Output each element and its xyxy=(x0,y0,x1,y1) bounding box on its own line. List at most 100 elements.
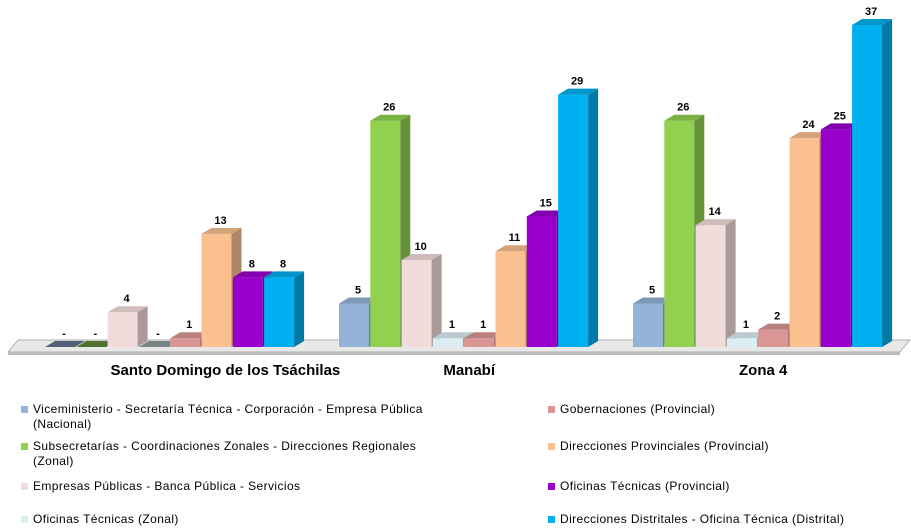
value-label: 1 xyxy=(186,319,192,331)
bar-top xyxy=(401,253,442,260)
bar-side xyxy=(882,19,893,347)
bar-side xyxy=(725,219,736,347)
bar-top xyxy=(432,332,473,339)
bar-front xyxy=(464,338,495,347)
legend-swatch xyxy=(548,483,555,490)
bar-front xyxy=(339,303,369,347)
category-label: Manabí xyxy=(443,362,496,379)
bar-front xyxy=(695,225,726,347)
bar-front xyxy=(633,303,663,347)
legend: Viceministerio - Secretaría Técnica - Co… xyxy=(0,400,911,528)
value-label: - xyxy=(156,328,160,340)
bar-front xyxy=(495,251,526,347)
legend-item: Oficinas Técnicas (Zonal) xyxy=(21,512,433,527)
bar-front xyxy=(726,338,757,347)
bar-top xyxy=(138,341,179,347)
legend-item: Direcciones Provinciales (Provincial) xyxy=(548,439,900,454)
value-label: - xyxy=(62,328,66,340)
legend-item: Subsecretarías - Coordinaciones Zonales … xyxy=(21,439,433,469)
legend-swatch xyxy=(548,516,555,523)
legend-label: Subsecretarías - Coordinaciones Zonales … xyxy=(33,439,417,468)
bar-top xyxy=(695,219,736,226)
bar-top xyxy=(264,271,305,278)
bar-top xyxy=(107,306,148,313)
value-label: 1 xyxy=(743,319,749,331)
bar-top xyxy=(339,297,379,304)
bar-front xyxy=(789,138,820,347)
value-label: 11 xyxy=(509,232,521,244)
bar xyxy=(107,306,148,347)
bar xyxy=(264,271,305,347)
bar-top xyxy=(464,332,505,339)
legend-swatch xyxy=(548,406,555,413)
bar-top xyxy=(852,19,893,25)
bar-front xyxy=(401,259,432,347)
bar xyxy=(45,341,85,347)
value-label: 5 xyxy=(649,284,655,296)
bar-top xyxy=(633,297,673,304)
legend-swatch xyxy=(548,443,555,450)
value-label: 2 xyxy=(774,311,780,323)
legend-swatch xyxy=(21,406,28,413)
legend-item: Direcciones Distritales - Oficina Técnic… xyxy=(548,512,900,527)
legend-label: Oficinas Técnicas (Provincial) xyxy=(560,479,730,493)
bar-top xyxy=(526,210,567,217)
bar-front xyxy=(758,329,789,347)
bar-front xyxy=(432,338,463,347)
legend-swatch xyxy=(21,483,28,490)
legend-label: Direcciones Provinciales (Provincial) xyxy=(560,439,769,453)
legend-label: Oficinas Técnicas (Zonal) xyxy=(33,512,179,526)
bar-top xyxy=(726,332,767,339)
bar-front xyxy=(526,216,557,347)
value-label: 29 xyxy=(571,76,583,88)
value-label: 1 xyxy=(449,319,455,331)
value-label: 5 xyxy=(355,284,361,296)
value-label: 10 xyxy=(414,241,426,253)
legend-item: Oficinas Técnicas (Provincial) xyxy=(548,479,900,494)
bar-front xyxy=(820,129,851,347)
value-label: 24 xyxy=(802,119,815,131)
legend-label: Gobernaciones (Provincial) xyxy=(560,402,716,416)
bar-front xyxy=(232,277,263,347)
bar xyxy=(76,341,117,347)
bar-top xyxy=(232,271,273,278)
value-label: 8 xyxy=(280,258,286,270)
bar xyxy=(558,88,599,348)
bar-top xyxy=(820,123,861,130)
value-label: 4 xyxy=(124,293,131,305)
bar-top xyxy=(201,227,242,234)
value-label: - xyxy=(93,328,97,340)
bar-top xyxy=(664,114,705,121)
bar xyxy=(138,341,179,347)
bar-top xyxy=(789,132,830,139)
bar-front xyxy=(558,94,589,348)
bar-top xyxy=(558,88,599,95)
legend-label: Empresas Públicas - Banca Pública - Serv… xyxy=(33,479,301,493)
chart: - - 4 - 1 13 8 8 Santo Domingo de los Tsáchilas 5… xyxy=(7,6,911,379)
bar-top xyxy=(76,341,117,347)
bar xyxy=(401,253,442,347)
bar-front xyxy=(664,120,695,347)
bar-side xyxy=(294,271,305,347)
value-label: 25 xyxy=(834,110,846,122)
value-label: 37 xyxy=(865,6,877,18)
bar-side xyxy=(431,253,442,347)
legend-swatch xyxy=(21,516,28,523)
category-label: Zona 4 xyxy=(739,362,788,379)
bar-top xyxy=(170,332,211,339)
value-label: 26 xyxy=(677,102,689,114)
bar-front xyxy=(852,25,883,347)
category-label: Santo Domingo de los Tsáchilas xyxy=(111,362,341,379)
bar-front xyxy=(370,120,401,347)
value-label: 26 xyxy=(383,102,395,114)
legend-label: Viceministerio - Secretaría Técnica - Co… xyxy=(33,402,423,431)
bar-top xyxy=(495,245,536,252)
bar-front xyxy=(107,312,138,347)
bar-top xyxy=(45,341,85,347)
legend-item: Viceministerio - Secretaría Técnica - Co… xyxy=(21,402,433,432)
value-label: 8 xyxy=(249,258,255,270)
floor-front xyxy=(8,352,900,355)
value-label: 1 xyxy=(480,319,486,331)
bar xyxy=(852,19,893,347)
